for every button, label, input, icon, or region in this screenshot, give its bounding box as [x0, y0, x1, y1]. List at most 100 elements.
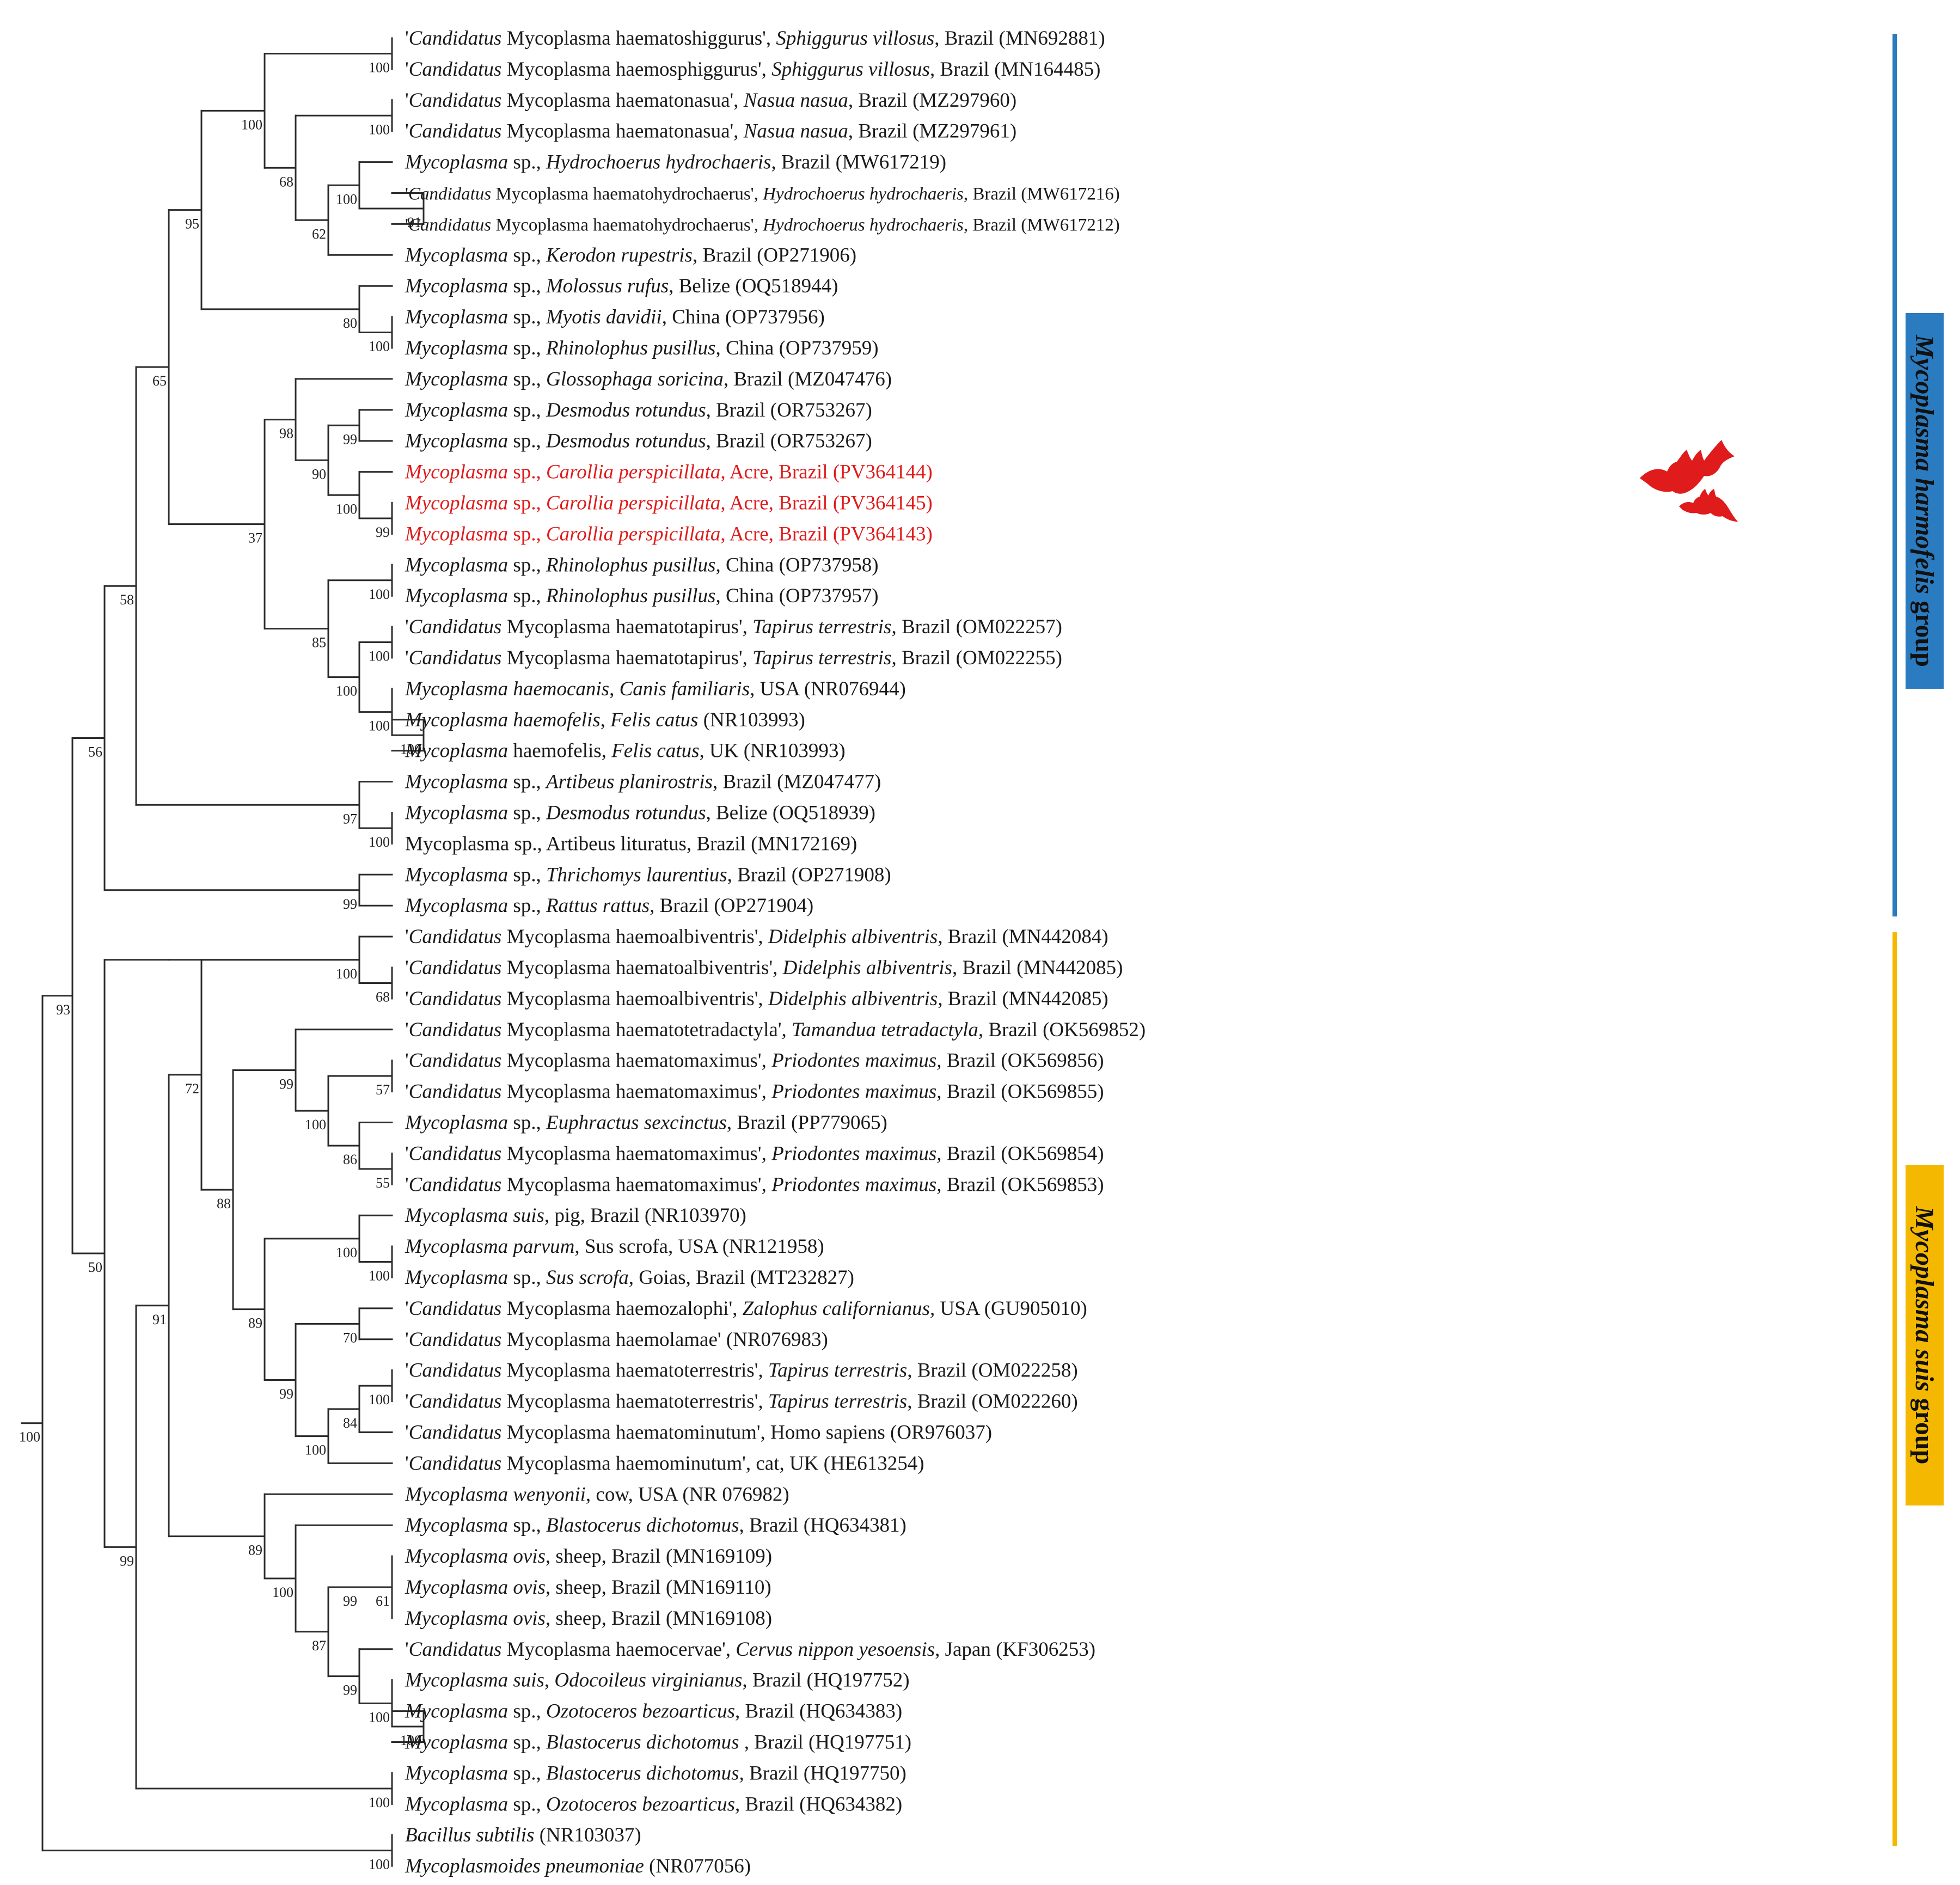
bootstrap-value: 100: [369, 648, 390, 664]
taxon-label: 'Candidatus Mycoplasma haematohydrochaer…: [405, 215, 1120, 235]
bootstrap-value: 84: [343, 1415, 357, 1431]
bootstrap-value: 100: [241, 117, 262, 132]
taxon-label: Mycoplasma sp., Euphractus sexcinctus, B…: [405, 1112, 887, 1134]
taxon-label: 'Candidatus Mycoplasma haematomaximus', …: [405, 1173, 1104, 1196]
bootstrap-value: 100: [369, 1857, 390, 1872]
taxon-label: Mycoplasma suis, Odocoileus virginianus,…: [405, 1669, 910, 1692]
taxon-label: Mycoplasma sp., Rhinolophus pusillus, Ch…: [405, 554, 879, 576]
taxon-label: 'Candidatus Mycoplasma haemozalophi', Za…: [405, 1298, 1087, 1320]
bootstrap-value: 99: [343, 431, 357, 447]
group-label-box: [1906, 313, 1944, 689]
taxon-label: Mycoplasmoides pneumoniae (NR077056): [405, 1855, 751, 1877]
bootstrap-value: 100: [19, 1429, 40, 1445]
bootstrap-value: 95: [185, 216, 199, 232]
taxon-label: Mycoplasma sp., Carollia perspicillata, …: [405, 492, 933, 515]
taxon-label: Mycoplasma sp., Carollia perspicillata, …: [405, 523, 933, 545]
taxon-label: Mycoplasma parvum, Sus scrofa, USA (NR12…: [405, 1235, 824, 1258]
taxon-label: Mycoplasma haemofelis, Felis catus, UK (…: [405, 740, 846, 762]
bootstrap-value: 100: [272, 1584, 293, 1600]
bootstrap-value: 99: [343, 896, 357, 912]
taxon-label: 'Candidatus Mycoplasma haematoterrestris…: [405, 1391, 1078, 1413]
taxon-label: 'Candidatus Mycoplasma haematonasua', Na…: [405, 120, 1016, 143]
taxon-label: Mycoplasma sp., Myotis davidii, China (O…: [405, 306, 825, 328]
taxon-label: 'Candidatus Mycoplasma haematohydrochaer…: [405, 185, 1120, 204]
taxon-label: Mycoplasma sp., Artibeus planirostris, B…: [405, 771, 881, 793]
taxon-label: Bacillus subtilis (NR103037): [405, 1824, 641, 1846]
taxon-label: 'Candidatus Mycoplasma haematonasua', Na…: [405, 89, 1016, 112]
taxon-label: 'Candidatus Mycoplasma haematomaximus', …: [405, 1050, 1104, 1072]
bootstrap-value: 100: [336, 1245, 357, 1260]
bootstrap-value: 56: [88, 744, 102, 760]
taxon-label: 'Candidatus Mycoplasma haemocervae', Cer…: [405, 1638, 1095, 1661]
bat-silhouette-icon: [1640, 440, 1735, 494]
bootstrap-value: 99: [376, 524, 390, 540]
taxon-label: 'Candidatus Mycoplasma haematoshiggurus'…: [405, 27, 1105, 50]
bootstrap-value: 68: [279, 174, 293, 189]
taxon-label: 'Candidatus Mycoplasma haemolamae' (NR07…: [405, 1329, 828, 1351]
tree-branches: [21, 37, 425, 1867]
bootstrap-value: 97: [343, 811, 357, 827]
bootstrap-value: 100: [369, 586, 390, 602]
bootstrap-value: 50: [88, 1259, 102, 1275]
bootstrap-value: 65: [152, 373, 167, 389]
bootstrap-value: 93: [56, 1002, 70, 1018]
bootstrap-value: 61: [376, 1593, 390, 1609]
bootstrap-value: 100: [305, 1442, 326, 1458]
taxon-label: Mycoplasma sp., Ozotoceros bezoarticus, …: [405, 1700, 902, 1723]
bootstrap-value: 100: [305, 1117, 326, 1133]
taxon-label: Mycoplasma sp., Blastocerus dichotomus, …: [405, 1762, 906, 1784]
bootstrap-value: 80: [343, 315, 357, 331]
bootstrap-value: 100: [369, 1709, 390, 1725]
bootstrap-value: 70: [343, 1330, 357, 1345]
bootstrap-values: 100 100 91 100 62 68 100 100 80 95 99 99 100 90 98 100 1…: [19, 59, 421, 1872]
taxon-label: Mycoplasma sp., Molossus rufus, Belize (…: [405, 275, 838, 297]
bootstrap-value: 100: [369, 718, 390, 734]
bootstrap-value: 62: [312, 226, 326, 242]
bootstrap-value: 100: [369, 339, 390, 354]
group-label-box: [1906, 1165, 1944, 1505]
taxon-label: 'Candidatus Mycoplasma haemoalbiventris'…: [405, 988, 1108, 1010]
taxon-label: Mycoplasma haemocanis, Canis familiaris,…: [405, 678, 906, 700]
taxon-label: 'Candidatus Mycoplasma haematoalbiventri…: [405, 957, 1123, 979]
bootstrap-value: 100: [369, 834, 390, 850]
taxon-label: Mycoplasma suis, pig, Brazil (NR103970): [405, 1204, 746, 1227]
bootstrap-value: 100: [369, 1392, 390, 1407]
bootstrap-value: 100: [400, 1733, 421, 1748]
taxon-label: Mycoplasma sp., Blastocerus dichotomus ,…: [405, 1731, 911, 1754]
taxon-label: Mycoplasma haemofelis, Felis catus (NR10…: [405, 709, 805, 731]
taxon-label: 'Candidatus Mycoplasma haematotetradacty…: [405, 1019, 1146, 1041]
taxon-label: 'Candidatus Mycoplasma haematomaximus', …: [405, 1142, 1104, 1165]
taxon-labels: 'Candidatus Mycoplasma haematoshiggurus'…: [405, 27, 1146, 1877]
taxon-label: Mycoplasma sp., Desmodus rotundus, Beliz…: [405, 802, 875, 824]
taxon-label: Mycoplasma ovis, sheep, Brazil (MN169108…: [405, 1607, 772, 1630]
bat-silhouette-icon: [1679, 489, 1738, 522]
group-annotations: Mycoplasma harmofelis group Mycoplasma su…: [1892, 34, 1944, 1846]
bootstrap-value: 57: [376, 1082, 390, 1098]
taxon-label: 'Candidatus Mycoplasma haematotapirus', …: [405, 647, 1062, 669]
bootstrap-value: 72: [185, 1081, 199, 1097]
taxon-label: Mycoplasma sp., Desmodus rotundus, Brazi…: [405, 399, 872, 421]
taxon-label: Mycoplasma ovis, sheep, Brazil (MN169110…: [405, 1576, 771, 1599]
bootstrap-value: 91: [152, 1312, 167, 1327]
bootstrap-value: 100: [369, 1795, 390, 1810]
bootstrap-value: 87: [312, 1638, 326, 1654]
taxon-label: Mycoplasma sp., Rhinolophus pusillus, Ch…: [405, 337, 879, 359]
bootstrap-value: 88: [217, 1196, 231, 1211]
taxon-label: Mycoplasma sp., Desmodus rotundus, Brazi…: [405, 430, 872, 452]
taxon-label: Mycoplasma sp., Sus scrofa, Goias, Brazi…: [405, 1266, 854, 1289]
bootstrap-value: 68: [376, 989, 390, 1005]
taxon-label: 'Candidatus Mycoplasma haemoalbiventris'…: [405, 926, 1108, 948]
bootstrap-value: 100: [336, 501, 357, 517]
taxon-label: Mycoplasma sp., Rattus rattus, Brazil (O…: [405, 895, 813, 917]
bootstrap-value: 55: [376, 1175, 390, 1191]
taxon-label: Mycoplasma sp., Glossophaga soricina, Br…: [405, 368, 892, 390]
bootstrap-value: 91: [407, 215, 421, 230]
taxon-label: Mycoplasma sp., Kerodon rupestris, Brazi…: [405, 244, 856, 266]
taxon-label: Mycoplasma wenyonii, cow, USA (NR 076982…: [405, 1483, 789, 1505]
taxon-label: 'Candidatus Mycoplasma haematotapirus', …: [405, 616, 1062, 638]
bootstrap-value: 100: [369, 59, 390, 75]
bootstrap-value: 99: [120, 1553, 134, 1569]
bootstrap-value: 90: [312, 466, 326, 482]
bootstrap-value: 98: [279, 426, 293, 442]
